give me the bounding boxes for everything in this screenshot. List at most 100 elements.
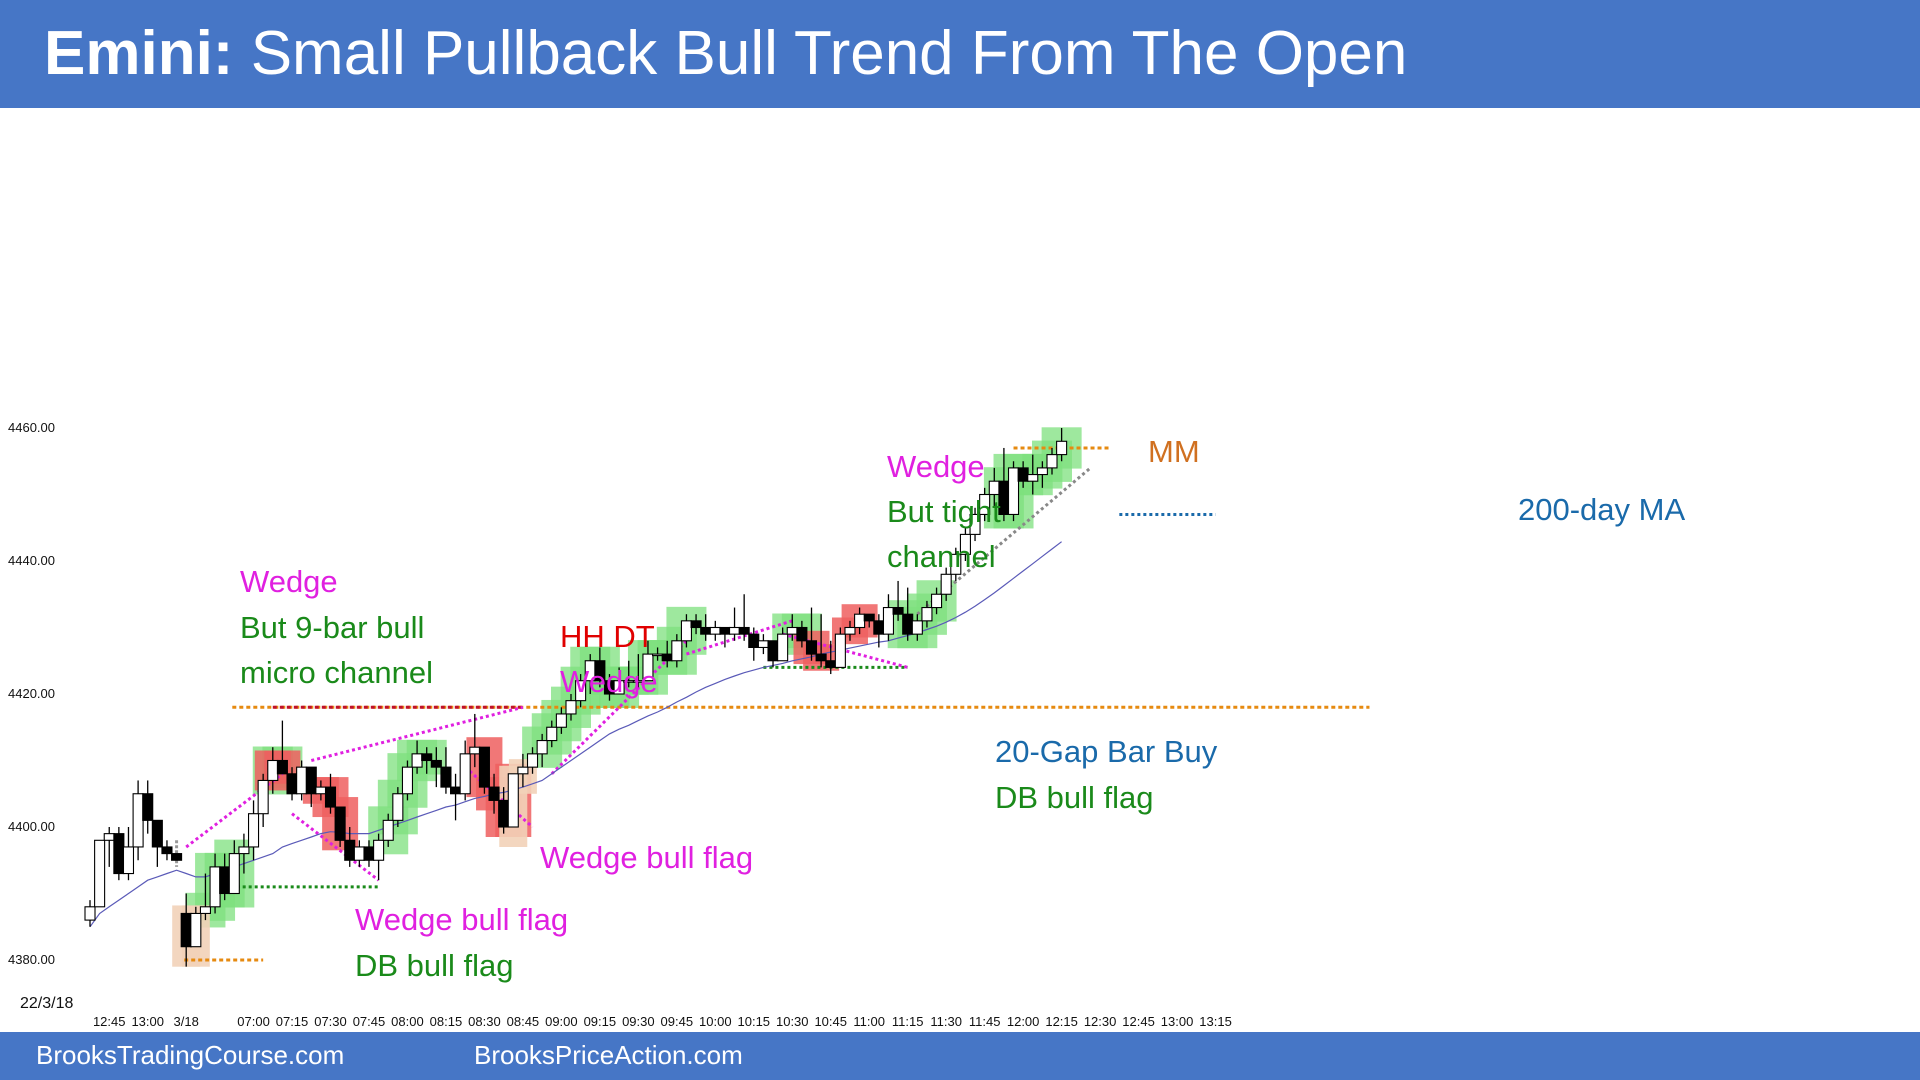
bull-candle: [844, 626, 856, 635]
bear-candle: [113, 833, 125, 875]
bull-candle: [315, 786, 327, 795]
bull-candle: [103, 833, 115, 841]
x-tick-label: 07:30: [314, 1014, 347, 1029]
x-tick-label: 10:00: [699, 1014, 732, 1029]
bull-candle: [575, 680, 587, 702]
bear-candle: [498, 799, 510, 828]
x-tick-label: 09:30: [622, 1014, 655, 1029]
bear-candle: [430, 759, 442, 768]
x-tick-label: 11:30: [930, 1014, 962, 1029]
bull-candle: [1027, 473, 1039, 482]
bear-candle: [450, 786, 462, 795]
bull-candle: [228, 853, 240, 895]
bull-candle: [546, 726, 558, 742]
bull-candle: [526, 753, 539, 768]
x-tick-label: 08:00: [391, 1014, 424, 1029]
bull-candle: [353, 846, 365, 861]
bear-candle: [767, 640, 779, 662]
bull-candle: [392, 793, 404, 821]
bull-candle: [190, 912, 202, 948]
bull-candle: [979, 493, 991, 516]
footer-bar: BrooksTradingCourse.com BrooksPriceActio…: [0, 1032, 1920, 1080]
bull-candle: [1056, 440, 1068, 456]
bear-candle: [440, 766, 452, 788]
bull-candle: [613, 680, 625, 695]
x-tick-label: 12:45: [1122, 1014, 1155, 1029]
title-rest: Small Pullback Bull Trend From The Open: [250, 19, 1408, 88]
bull-candle: [680, 620, 692, 642]
x-tick-label: 08:45: [507, 1014, 540, 1029]
bull-candle: [401, 766, 414, 795]
bear-candle: [796, 626, 808, 642]
bear-candle: [594, 660, 606, 682]
x-tick-label: 09:00: [545, 1014, 578, 1029]
bull-candle: [411, 753, 423, 768]
bear-candle: [334, 806, 346, 841]
x-axis: 12:45 13:00 3/18 07:00 07:15 07:30 07:45 08:00 0…: [93, 1014, 1232, 1029]
bull-candle: [632, 680, 644, 683]
bull-candle: [652, 653, 664, 657]
x-tick-label: 13:15: [1199, 1014, 1232, 1029]
wedge-label-a: Wedge: [240, 564, 338, 599]
annotation-lines: [175, 446, 1370, 962]
page-title: Emini: Small Pullback Bull Trend From Th…: [44, 18, 1407, 89]
bull-candle: [209, 866, 221, 908]
bull-candle: [911, 620, 923, 635]
bear-candle: [324, 786, 337, 808]
tight-channel-label-1: But tight: [887, 494, 1001, 529]
bull-candle: [882, 606, 895, 635]
x-tick-label: 09:45: [661, 1014, 694, 1029]
bull-candle: [536, 739, 548, 755]
bear-candle: [700, 626, 712, 635]
bull-candle: [834, 633, 846, 668]
bear-candle: [161, 846, 173, 855]
candles: [84, 428, 1068, 967]
bear-candle: [661, 653, 673, 662]
bull-candle: [94, 839, 106, 908]
bull-candle: [988, 480, 1000, 496]
footer-link-courses[interactable]: BrooksTradingCourse.com: [36, 1040, 345, 1070]
wedge-bull-flag-line-a: [291, 812, 380, 882]
bear-candle: [171, 853, 183, 861]
bull-candle: [671, 640, 683, 662]
x-tick-label: 12:00: [1007, 1014, 1040, 1029]
bear-candle: [286, 773, 298, 795]
wedge-label-c: Wedge: [887, 449, 985, 484]
price-chart: 4380.00 4400.00 4420.00 4440.00 4460.00 12:4…: [8, 420, 1685, 1029]
x-tick-label: 07:45: [353, 1014, 386, 1029]
bull-candle: [854, 613, 866, 629]
bull-candle: [122, 846, 135, 875]
bear-candle: [738, 626, 750, 635]
db-bull-flag-label-2: DB bull flag: [995, 780, 1154, 815]
bull-candle: [931, 593, 943, 609]
bear-candle: [363, 846, 375, 861]
title-bar: Emini: Small Pullback Bull Trend From Th…: [0, 0, 1920, 108]
bull-candle: [728, 626, 741, 635]
x-tick-label: 13:00: [1161, 1014, 1194, 1029]
bull-candle: [757, 640, 769, 648]
x-tick-label: 13:00: [131, 1014, 164, 1029]
channel-line: [550, 639, 688, 775]
bull-candle: [950, 553, 962, 575]
bear-candle: [748, 633, 760, 649]
bull-candle: [247, 813, 260, 848]
title-bold: Emini:: [44, 19, 234, 88]
footer-link-price-action[interactable]: BrooksPriceAction.com: [474, 1040, 743, 1070]
y-tick-label: 4380.00: [8, 952, 55, 967]
x-tick-label: 10:45: [814, 1014, 847, 1029]
bull-micro-channel-1: But 9-bar bull: [240, 610, 424, 645]
bull-candle: [940, 573, 952, 595]
bull-candle: [459, 753, 471, 795]
x-tick-label: 10:15: [738, 1014, 771, 1029]
bear-candle: [151, 819, 163, 848]
x-tick-label: 08:30: [468, 1014, 501, 1029]
bull-candle: [238, 846, 250, 855]
date-label: 22/3/18: [20, 995, 73, 1012]
y-axis: 4380.00 4400.00 4420.00 4440.00 4460.00: [8, 420, 55, 967]
x-tick-label: 07:15: [276, 1014, 309, 1029]
bull-candle: [921, 606, 933, 622]
db-bull-flag-label-1: DB bull flag: [355, 948, 514, 983]
bull-candle: [296, 766, 308, 795]
gap-bar-buy-label: 20-Gap Bar Buy: [995, 734, 1218, 769]
ma-label: 200-day MA: [1518, 492, 1685, 527]
